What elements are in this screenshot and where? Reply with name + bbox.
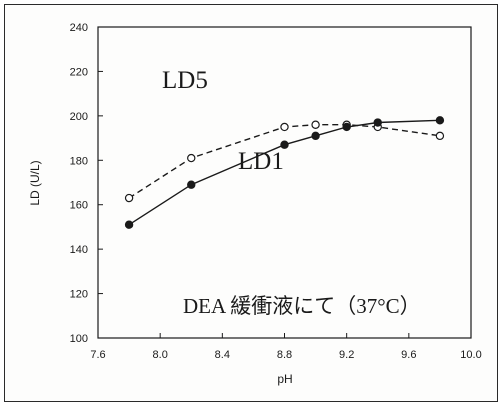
x-tick-label: 9.2 xyxy=(339,349,354,361)
annotation-buffer: DEA 緩衝液にて（37°C） xyxy=(183,294,421,318)
annotation-ld1: LD1 xyxy=(238,148,284,175)
y-tick-label: 220 xyxy=(70,66,88,78)
x-tick-label: 9.6 xyxy=(401,349,416,361)
series-line-ld5 xyxy=(128,123,440,199)
x-tick-label: 7.6 xyxy=(90,349,105,361)
y-tick-label: 160 xyxy=(70,200,88,212)
chart-svg: 100 120 140 160 180 200 220 240 7.6 8.0 8.4 8.8 9.2… xyxy=(28,22,482,386)
data-point-ld5 xyxy=(187,153,196,163)
y-tick-label: 140 xyxy=(70,244,88,256)
series-line-ld1 xyxy=(128,119,440,226)
y-tick-label: 100 xyxy=(70,333,88,345)
x-tick-label: 10.0 xyxy=(460,349,481,361)
data-point-ld1 xyxy=(373,118,382,127)
data-point-ld5 xyxy=(124,193,134,203)
data-point-ld1 xyxy=(435,116,445,125)
data-point-ld1 xyxy=(187,180,196,189)
data-point-ld5 xyxy=(435,131,445,141)
y-tick-label: 180 xyxy=(70,155,88,167)
data-point-ld5 xyxy=(280,122,289,132)
y-tick-label: 200 xyxy=(70,111,88,123)
data-point-ld1 xyxy=(280,140,289,149)
series-layer xyxy=(124,116,445,229)
x-axis-label: pH xyxy=(277,372,292,386)
data-point-ld1 xyxy=(342,122,351,132)
x-axis: 7.6 8.0 8.4 8.8 9.2 9.6 10.0 xyxy=(90,333,482,361)
plot-area xyxy=(97,26,472,339)
chart-frame: 100 120 140 160 180 200 220 240 7.6 8.0 8.4 8.8 9.2… xyxy=(4,4,498,402)
y-axis: 100 120 140 160 180 200 220 240 xyxy=(70,22,103,345)
x-tick-label: 8.4 xyxy=(215,349,230,361)
y-tick-label: 120 xyxy=(70,289,88,301)
data-point-ld5 xyxy=(311,120,320,129)
x-tick-label: 8.8 xyxy=(277,349,292,361)
data-point-ld1 xyxy=(124,220,134,229)
x-tick-label: 8.0 xyxy=(153,349,168,361)
y-axis-label: LD (U/L) xyxy=(28,160,42,205)
y-tick-label: 240 xyxy=(70,22,88,34)
data-point-ld1 xyxy=(311,131,320,141)
annotation-ld5: LD5 xyxy=(162,67,208,94)
